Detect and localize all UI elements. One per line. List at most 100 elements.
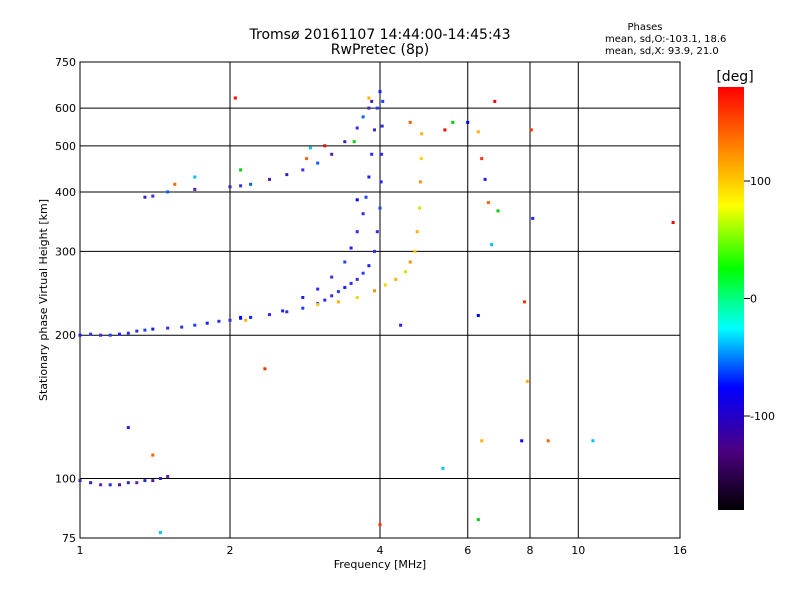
data-point	[355, 296, 359, 299]
data-point	[249, 315, 253, 319]
data-point	[394, 277, 398, 281]
data-point	[476, 518, 480, 522]
data-point	[378, 206, 382, 210]
data-point	[480, 439, 484, 443]
data-point	[78, 333, 82, 337]
data-point	[399, 323, 403, 327]
data-point	[316, 303, 320, 307]
y-axis-ticks: 75 100 200 300 400 500 600 750	[55, 56, 76, 545]
colorbar-tick-label: 0	[750, 293, 757, 306]
y-tick-label: 200	[55, 329, 76, 342]
data-point	[380, 152, 384, 156]
data-point	[480, 157, 484, 161]
data-point	[301, 306, 305, 310]
data-point	[343, 260, 347, 264]
data-point	[239, 184, 243, 188]
x-tick-label: 2	[227, 544, 234, 557]
y-tick-label: 400	[55, 186, 76, 199]
data-point	[330, 275, 334, 279]
colorbar-unit-label: [deg]	[716, 69, 753, 85]
data-point	[233, 96, 237, 100]
data-point	[166, 475, 170, 478]
chart-title: Tromsø 20161107 14:44:00-14:45:43	[249, 27, 511, 43]
data-point	[373, 249, 376, 253]
x-tick-label: 8	[527, 544, 534, 557]
colorbar-tick-label: -100	[750, 410, 775, 423]
data-point	[349, 281, 353, 285]
data-point	[352, 140, 356, 144]
data-point	[466, 120, 470, 124]
chart-subtitle: RwPretec (8p)	[331, 42, 429, 58]
data-point	[316, 287, 320, 291]
data-point	[361, 115, 365, 119]
data-point	[367, 264, 371, 268]
y-tick-label: 750	[55, 56, 76, 69]
data-point	[383, 283, 387, 287]
data-point	[193, 323, 197, 327]
data-point	[316, 161, 320, 165]
data-point	[451, 120, 455, 124]
data-point	[375, 106, 379, 110]
x-tick-label: 16	[673, 544, 687, 557]
data-point	[108, 333, 112, 337]
data-point	[408, 120, 412, 124]
data-point	[173, 182, 177, 186]
data-point	[381, 99, 385, 103]
y-tick-label: 300	[55, 245, 76, 258]
data-point	[135, 329, 139, 333]
data-point	[268, 313, 271, 317]
data-point	[166, 326, 170, 330]
data-point	[281, 309, 285, 313]
data-point	[343, 140, 347, 144]
data-point	[671, 221, 675, 224]
data-point	[443, 128, 447, 132]
data-point	[143, 328, 147, 332]
grid-lines	[80, 62, 680, 538]
data-point	[180, 325, 184, 329]
data-point	[158, 477, 162, 480]
data-point	[529, 128, 533, 132]
data-point	[349, 246, 353, 250]
data-point	[268, 177, 271, 181]
data-point	[330, 152, 334, 156]
x-tick-label: 6	[464, 544, 471, 557]
data-point	[193, 175, 197, 179]
data-point	[217, 319, 221, 323]
data-point	[525, 379, 529, 383]
data-point	[151, 453, 155, 457]
data-point	[367, 106, 371, 110]
x-tick-label: 1	[77, 544, 84, 557]
colorbar	[718, 87, 744, 510]
y-tick-label: 75	[62, 532, 76, 545]
data-point	[108, 483, 112, 487]
data-point	[285, 310, 289, 314]
data-point	[166, 190, 170, 194]
data-point	[336, 300, 340, 304]
data-point	[343, 286, 347, 289]
data-point	[126, 481, 130, 485]
data-point	[413, 249, 417, 253]
data-point	[228, 185, 232, 189]
data-point	[373, 128, 376, 132]
data-point	[375, 230, 379, 234]
data-point	[418, 206, 421, 210]
data-point	[367, 96, 371, 100]
data-points	[78, 90, 675, 535]
data-point	[151, 327, 155, 331]
data-point	[441, 466, 445, 470]
data-point	[379, 180, 383, 184]
data-point	[285, 173, 289, 177]
x-axis-label: Frequency [MHz]	[334, 558, 426, 571]
data-point	[89, 481, 93, 485]
colorbar-tick-label: 100	[750, 175, 771, 188]
data-point	[323, 298, 327, 302]
data-point	[520, 439, 524, 443]
data-point	[483, 177, 487, 181]
x-tick-label: 4	[377, 544, 384, 557]
data-point	[355, 126, 359, 130]
data-point	[323, 144, 327, 148]
data-point	[239, 315, 243, 319]
data-point	[301, 168, 305, 172]
y-tick-label: 600	[55, 102, 76, 115]
data-point	[118, 483, 121, 487]
